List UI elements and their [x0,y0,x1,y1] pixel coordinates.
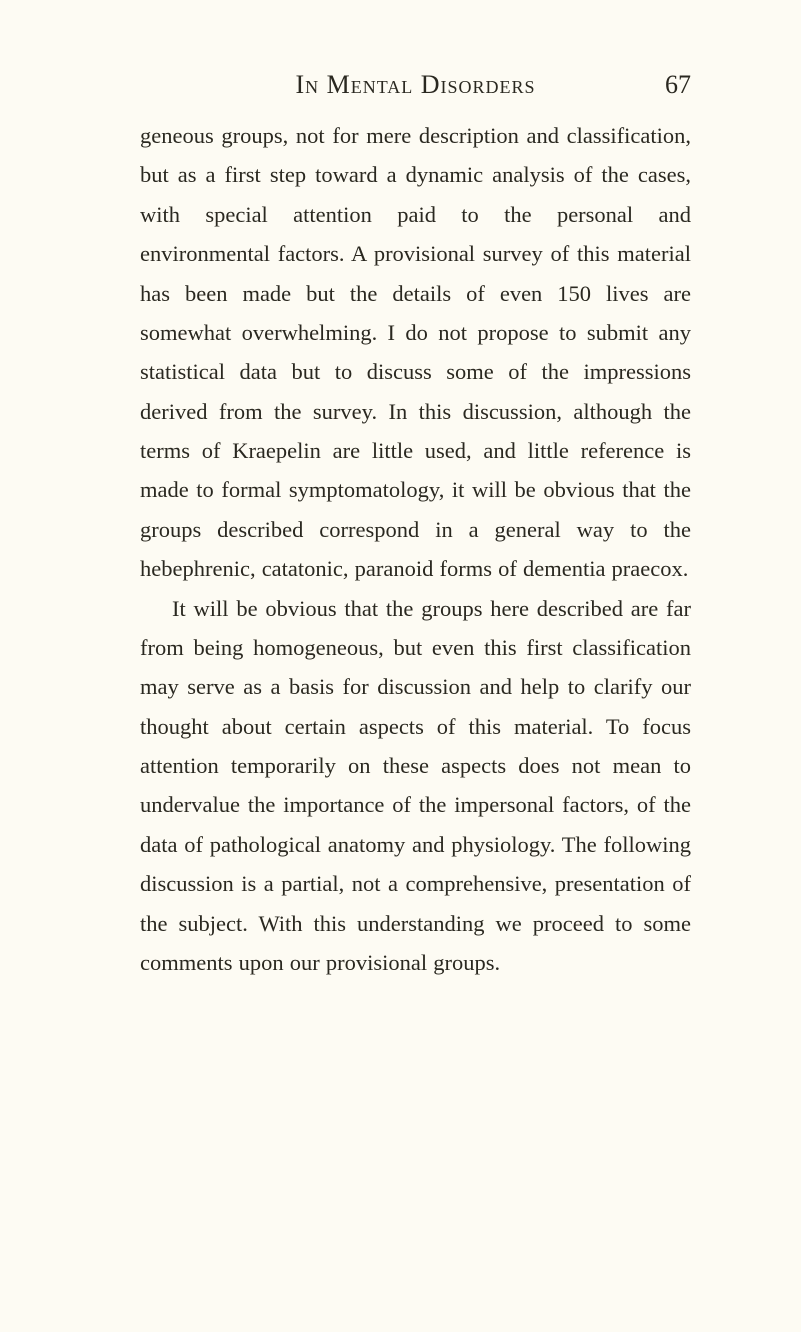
paragraph-1: geneous groups, not for mere description… [140,116,691,589]
paragraph-2: It will be obvious that the groups here … [140,589,691,983]
page-container: In Mental Disorders 67 geneous groups, n… [0,0,801,1332]
page-number: 67 [641,70,691,100]
running-head: In Mental Disorders [190,70,641,100]
page-header: In Mental Disorders 67 [140,70,691,100]
body-text: geneous groups, not for mere description… [140,116,691,982]
